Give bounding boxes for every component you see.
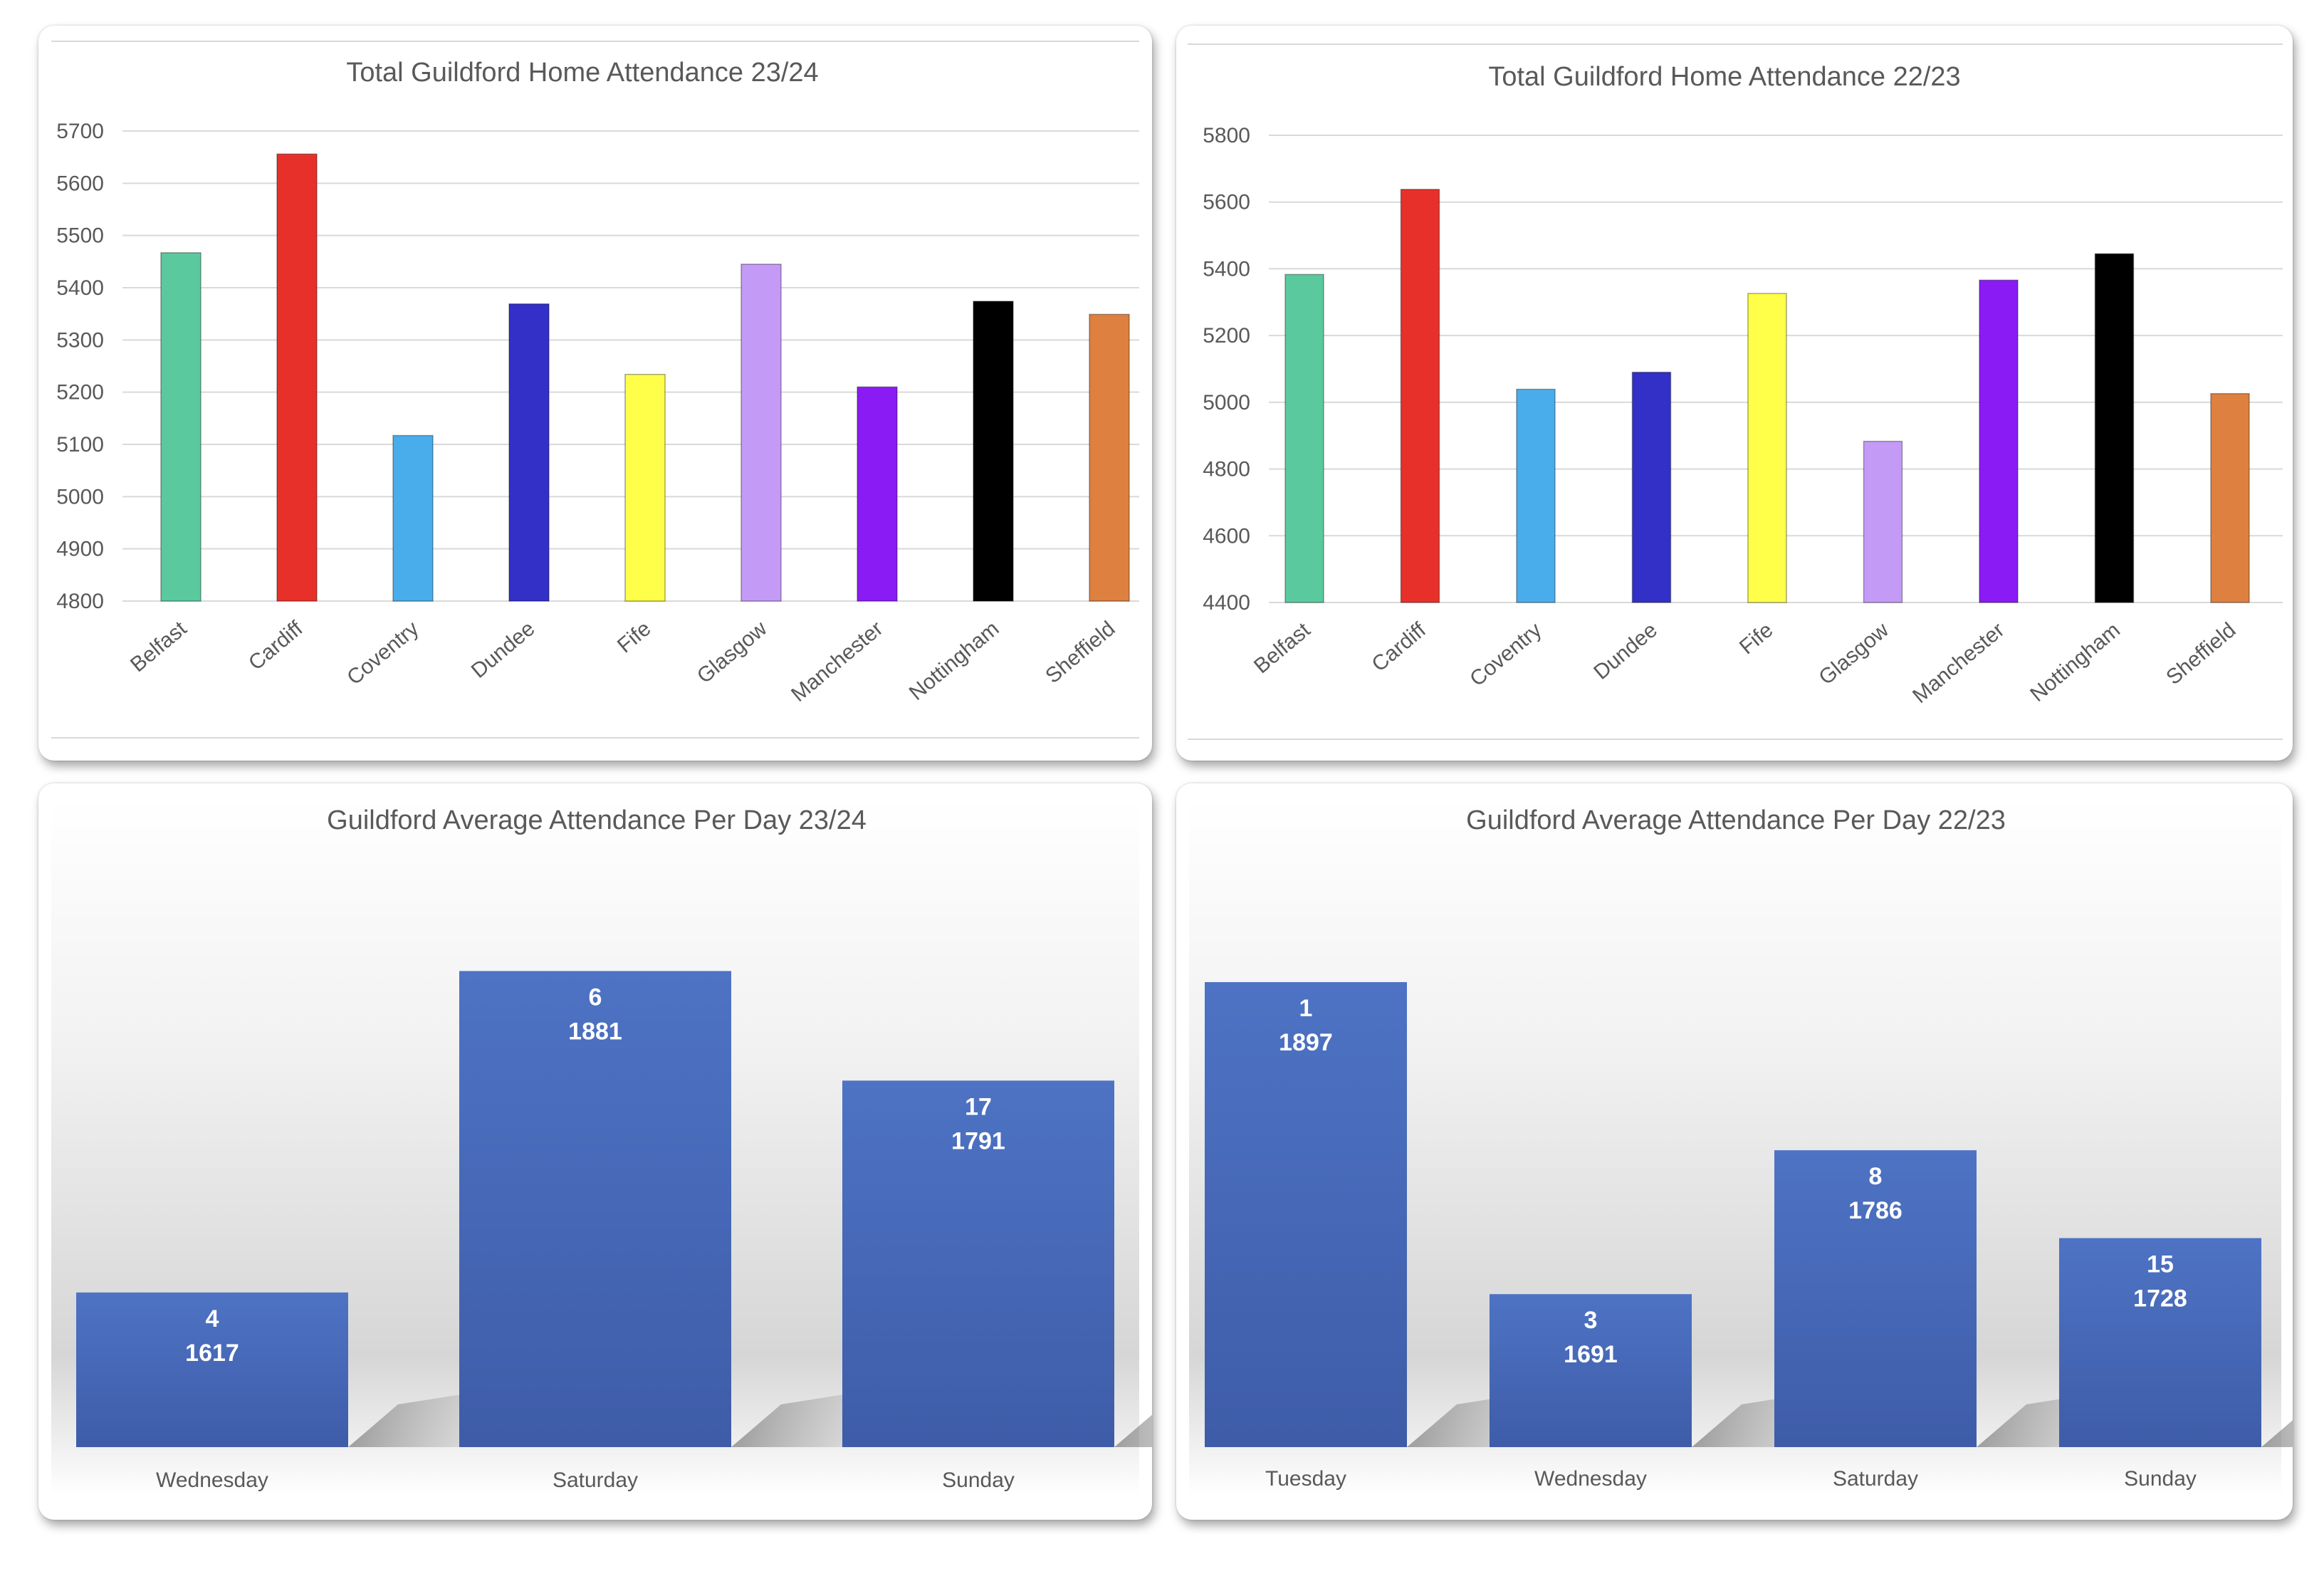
bar-fife (1747, 293, 1787, 603)
data-label-count-saturday: 6 (589, 983, 602, 1011)
bar-manchester (1979, 279, 2019, 603)
y-tick-label: 4400 (1203, 591, 1250, 615)
y-tick-label: 5100 (56, 433, 104, 456)
x-tick-label-glasgow: Glasgow (693, 617, 772, 689)
bar-chart-per-day-2223: Guildford Average Attendance Per Day 22/… (1189, 798, 2293, 1496)
data-label-count-sunday: 15 (2147, 1251, 2174, 1278)
x-tick-label-nottingham: Nottingham (2026, 618, 2125, 706)
x-tick-label-sheffield: Sheffield (1041, 617, 1119, 688)
bar-nottingham (973, 301, 1014, 602)
bar-sunday (842, 1080, 1114, 1447)
bar-belfast (1284, 273, 1324, 603)
bar-sheffield (1089, 313, 1130, 602)
x-tick-label-dundee: Dundee (1589, 618, 1662, 684)
chart-panel-attendance-2324: Total Guildford Home Attendance 23/24 480… (38, 26, 1152, 761)
y-tick-label: 5400 (56, 276, 104, 300)
chart-title: Total Guildford Home Attendance 22/23 (1488, 62, 1960, 92)
y-tick-label: 5600 (56, 172, 104, 195)
x-tick-label-coventry: Coventry (342, 617, 423, 689)
y-tick-label: 4800 (56, 590, 104, 613)
data-label-count-wednesday: 3 (1584, 1307, 1598, 1334)
chart-title: Guildford Average Attendance Per Day 22/… (1466, 805, 2006, 835)
data-label-count-tuesday: 1 (1299, 995, 1313, 1022)
x-tick-label-manchester: Manchester (787, 617, 887, 706)
bar-saturday (1774, 1150, 1977, 1447)
x-tick-label-tuesday: Tuesday (1265, 1467, 1346, 1491)
chart-panel-attendance-2223: Total Guildford Home Attendance 22/23 440… (1176, 26, 2293, 761)
data-label-value-wednesday: 1617 (185, 1340, 239, 1367)
x-tick-label-dundee: Dundee (467, 617, 540, 683)
x-tick-label-fife: Fife (1735, 618, 1778, 659)
x-tick-label-saturday: Saturday (1833, 1467, 1918, 1491)
bar-dundee (1631, 371, 1672, 603)
data-label-value-tuesday: 1897 (1279, 1029, 1333, 1056)
bar-chart-attendance-2324: Total Guildford Home Attendance 23/24 480… (51, 41, 1139, 739)
x-tick-label-sheffield: Sheffield (2162, 618, 2240, 689)
x-tick-label-belfast: Belfast (126, 617, 192, 677)
y-tick-label: 5600 (1203, 191, 1250, 214)
x-tick-label-glasgow: Glasgow (1814, 618, 1893, 690)
bar-tuesday (1205, 982, 1407, 1447)
x-tick-label-belfast: Belfast (1250, 618, 1315, 679)
y-tick-label: 5500 (56, 224, 104, 248)
data-label-value-saturday: 1881 (568, 1018, 622, 1045)
bar-coventry (392, 434, 434, 602)
y-tick-label: 4800 (1203, 458, 1250, 481)
chart-panel-per-day-2324: Guildford Average Attendance Per Day 23/… (38, 783, 1152, 1520)
y-tick-label: 5200 (56, 381, 104, 405)
bar-chart-per-day-2324: Guildford Average Attendance Per Day 23/… (51, 798, 1152, 1496)
x-tick-label-saturday: Saturday (553, 1468, 638, 1492)
bar-dundee (508, 303, 550, 602)
x-tick-label-wednesday: Wednesday (156, 1468, 268, 1492)
chart-panel-per-day-2223: Guildford Average Attendance Per Day 22/… (1176, 783, 2293, 1520)
data-label-value-wednesday: 1691 (1564, 1341, 1618, 1368)
x-tick-label-cardiff: Cardiff (244, 617, 308, 675)
bar-glasgow (1863, 440, 1903, 603)
bar-coventry (1516, 388, 1556, 603)
chart-title: Total Guildford Home Attendance 23/24 (346, 58, 818, 88)
bar-cardiff (276, 153, 318, 602)
y-tick-label: 4900 (56, 538, 104, 561)
bar-belfast (160, 252, 201, 602)
data-label-count-saturday: 8 (1869, 1163, 1883, 1190)
bar-fife (624, 373, 666, 602)
bar-sheffield (2210, 392, 2250, 603)
bar-wednesday (76, 1292, 348, 1447)
x-tick-label-sunday: Sunday (2124, 1467, 2197, 1491)
y-tick-label: 5400 (1203, 257, 1250, 281)
bar-chart-attendance-2223: Total Guildford Home Attendance 22/23 440… (1188, 43, 2283, 740)
x-tick-label-coventry: Coventry (1465, 618, 1546, 691)
y-tick-label: 5800 (1203, 124, 1250, 147)
y-tick-label: 5000 (56, 485, 104, 508)
chart-title: Guildford Average Attendance Per Day 23/… (327, 805, 867, 835)
bar-glasgow (740, 264, 782, 602)
bar-saturday (459, 971, 731, 1447)
bar-manchester (857, 386, 898, 602)
x-tick-label-nottingham: Nottingham (905, 617, 1004, 705)
data-label-value-saturday: 1786 (1848, 1197, 1902, 1224)
y-tick-label: 4600 (1203, 524, 1250, 548)
data-label-count-wednesday: 4 (206, 1305, 219, 1332)
bar-cardiff (1400, 189, 1440, 603)
bar-nottingham (2094, 253, 2135, 603)
x-tick-label-fife: Fife (613, 617, 656, 657)
y-tick-label: 5200 (1203, 324, 1250, 348)
y-tick-label: 5000 (1203, 391, 1250, 414)
data-label-value-sunday: 1791 (951, 1127, 1005, 1154)
x-tick-label-sunday: Sunday (942, 1468, 1015, 1492)
bar-sunday (2059, 1238, 2261, 1447)
bar-wednesday (1490, 1294, 1692, 1447)
y-tick-label: 5300 (56, 328, 104, 352)
y-tick-label: 5700 (56, 120, 104, 143)
data-label-value-sunday: 1728 (2133, 1285, 2187, 1312)
data-label-count-sunday: 17 (965, 1093, 992, 1120)
x-tick-label-cardiff: Cardiff (1368, 618, 1431, 677)
x-tick-label-manchester: Manchester (1908, 618, 2009, 708)
x-tick-label-wednesday: Wednesday (1534, 1467, 1647, 1491)
